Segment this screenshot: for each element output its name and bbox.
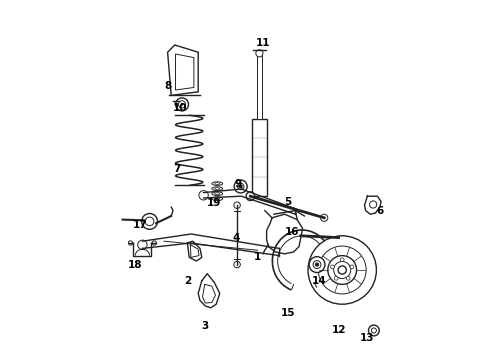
Ellipse shape bbox=[212, 187, 222, 190]
Circle shape bbox=[338, 266, 346, 274]
Text: 11: 11 bbox=[256, 38, 270, 48]
Text: 14: 14 bbox=[312, 276, 326, 286]
Ellipse shape bbox=[212, 182, 222, 185]
Circle shape bbox=[368, 325, 379, 336]
Circle shape bbox=[334, 276, 338, 280]
Circle shape bbox=[308, 236, 376, 304]
Ellipse shape bbox=[212, 192, 222, 195]
Ellipse shape bbox=[215, 183, 220, 185]
Text: 1: 1 bbox=[254, 252, 261, 262]
Circle shape bbox=[309, 257, 325, 273]
Circle shape bbox=[238, 183, 244, 190]
Text: 2: 2 bbox=[184, 276, 191, 286]
Text: 12: 12 bbox=[331, 325, 346, 336]
Circle shape bbox=[313, 261, 321, 269]
Circle shape bbox=[341, 258, 344, 262]
Circle shape bbox=[369, 201, 377, 208]
Ellipse shape bbox=[215, 193, 220, 194]
Circle shape bbox=[234, 261, 240, 268]
Circle shape bbox=[350, 265, 354, 269]
Circle shape bbox=[175, 98, 189, 111]
Circle shape bbox=[128, 241, 133, 245]
Text: 13: 13 bbox=[360, 333, 375, 343]
Circle shape bbox=[138, 240, 147, 249]
Text: 16: 16 bbox=[285, 227, 299, 237]
Ellipse shape bbox=[215, 188, 220, 190]
Bar bbox=[257, 54, 262, 118]
Text: 5: 5 bbox=[285, 197, 292, 207]
Circle shape bbox=[142, 213, 157, 229]
Circle shape bbox=[334, 261, 351, 279]
Circle shape bbox=[178, 101, 186, 108]
Circle shape bbox=[152, 241, 156, 245]
Circle shape bbox=[256, 50, 263, 57]
Text: 19: 19 bbox=[207, 198, 221, 208]
Circle shape bbox=[180, 103, 183, 106]
Circle shape bbox=[346, 276, 350, 280]
Text: 8: 8 bbox=[164, 81, 171, 91]
Circle shape bbox=[320, 214, 328, 221]
Text: 7: 7 bbox=[173, 164, 180, 174]
Bar bbox=[252, 118, 267, 196]
Ellipse shape bbox=[212, 197, 222, 201]
Text: 6: 6 bbox=[376, 206, 384, 216]
Text: 4: 4 bbox=[232, 233, 240, 243]
Circle shape bbox=[199, 191, 208, 200]
Circle shape bbox=[234, 180, 247, 193]
Ellipse shape bbox=[215, 198, 220, 199]
Text: 10: 10 bbox=[173, 103, 188, 113]
Circle shape bbox=[371, 328, 376, 333]
Circle shape bbox=[328, 256, 357, 284]
Text: 17: 17 bbox=[133, 220, 148, 230]
Circle shape bbox=[239, 185, 242, 188]
Text: 9: 9 bbox=[234, 179, 242, 189]
Circle shape bbox=[246, 192, 255, 201]
Circle shape bbox=[234, 202, 240, 208]
Text: 3: 3 bbox=[202, 321, 209, 331]
Text: 15: 15 bbox=[281, 308, 295, 318]
Text: 18: 18 bbox=[128, 260, 143, 270]
Circle shape bbox=[316, 263, 318, 266]
Circle shape bbox=[331, 265, 334, 269]
Circle shape bbox=[145, 217, 154, 226]
Circle shape bbox=[318, 246, 366, 294]
